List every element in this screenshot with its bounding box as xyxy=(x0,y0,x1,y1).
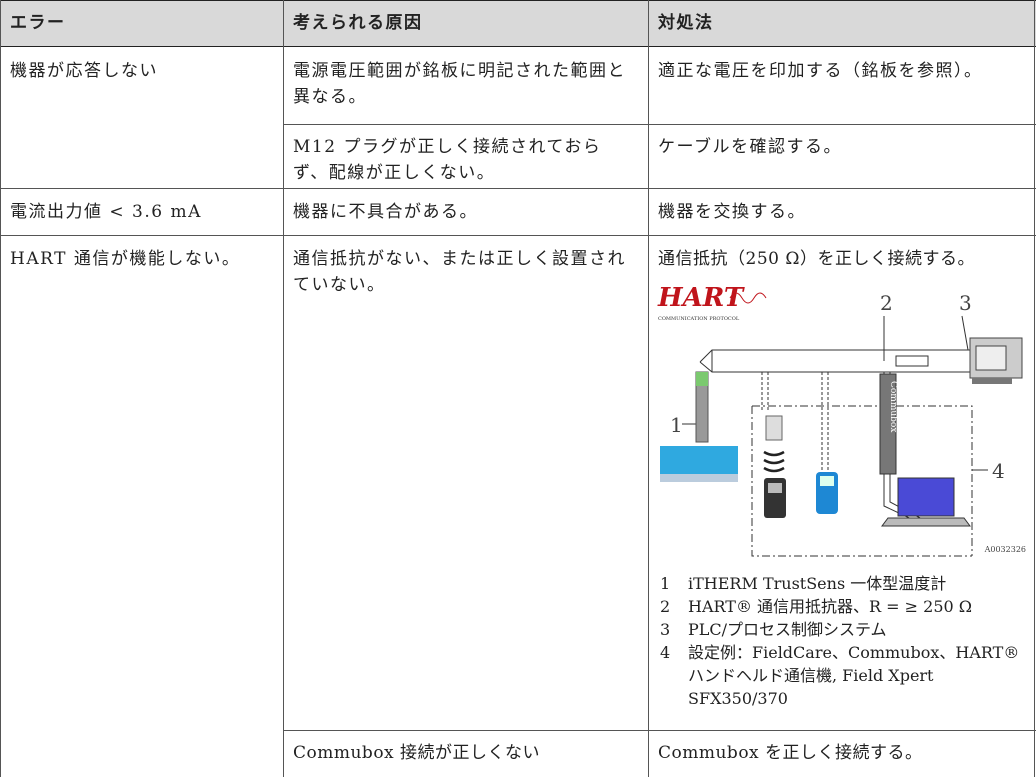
plc xyxy=(972,378,1012,384)
legend-number: 2 xyxy=(660,597,671,616)
pipe xyxy=(660,446,738,474)
header-cell: 考えられる原因 xyxy=(293,13,423,33)
cause-cell: Commubox 接続が正しくない xyxy=(293,743,541,763)
device xyxy=(879,373,897,475)
rule xyxy=(0,0,1036,1)
legend-number: 4 xyxy=(660,643,671,662)
header-bg xyxy=(0,0,1036,46)
error-cell: 機器が応答しない xyxy=(10,61,158,81)
header-cell: エラー xyxy=(10,13,66,33)
laptop xyxy=(881,517,971,527)
legend-text: HART® 通信用抵抗器、R = ≥ 250 Ω xyxy=(688,597,973,616)
header-cell: 対処法 xyxy=(658,13,714,33)
plc xyxy=(975,345,1007,371)
logo: HART xyxy=(657,286,745,313)
rule xyxy=(0,0,1,777)
cause-cell: M12 プラグが正しく接続されておらず、配線が正しくない。 xyxy=(293,137,602,183)
signal xyxy=(763,450,785,473)
callout: 3 xyxy=(959,291,972,315)
rule xyxy=(0,235,1036,236)
rule xyxy=(283,0,284,777)
handheld xyxy=(768,483,782,493)
error-cell: HART 通信が機能しない。 xyxy=(10,249,241,269)
rule xyxy=(648,0,649,777)
rule xyxy=(283,124,1036,125)
legend-text: PLC/プロセス制御システム xyxy=(688,620,887,639)
legend-text: iTHERM TrustSens 一体型温度計 xyxy=(688,574,947,593)
callout: 1 xyxy=(670,413,683,437)
legend-number: 3 xyxy=(660,620,671,639)
sensor xyxy=(696,372,708,386)
remedy-cell: ケーブルを確認する。 xyxy=(658,137,842,157)
cause-cell: 機器に不具合がある。 xyxy=(293,202,478,222)
remedy-cell: 適正な電圧を印加する（銘板を参照）。 xyxy=(658,61,983,81)
rule xyxy=(0,46,1036,47)
remedy-cell: 機器を交換する。 xyxy=(658,202,806,222)
legend-number: 1 xyxy=(660,574,671,593)
rule xyxy=(1034,0,1035,777)
legend-text: 設定例：FieldCare、Commubox、HART® ハンドヘルド通信機, … xyxy=(688,643,1020,708)
cause-cell: 通信抵抗がない、または正しく設置されていない。 xyxy=(293,249,626,295)
callout: 2 xyxy=(880,291,893,315)
error-cell: 電流出力値 < 3.6 mA xyxy=(10,202,202,222)
pipe xyxy=(660,474,738,482)
callout: 4 xyxy=(992,459,1005,483)
handheld xyxy=(820,476,834,486)
rule xyxy=(0,188,1036,189)
logo-subtitle: COMMUNICATION PROTOCOL xyxy=(658,316,740,322)
figure-id: A0032326 xyxy=(984,545,1026,554)
remedy-cell: Commubox を正しく接続する。 xyxy=(658,743,923,763)
cause-cell: 電源電圧範囲が銘板に明記された範囲と異なる。 xyxy=(293,61,626,107)
hart-diagram: HART COMMUNICATION PROTOCOL 2 3 1 4 Comm… xyxy=(657,286,1026,557)
logo-wave xyxy=(729,292,767,304)
rule xyxy=(283,730,1036,731)
bluetooth xyxy=(765,415,783,441)
remedy-cell: 通信抵抗（250 Ω）を正しく接続する。 xyxy=(658,249,975,269)
laptop xyxy=(897,477,955,517)
device-label: Commubox xyxy=(888,381,898,432)
